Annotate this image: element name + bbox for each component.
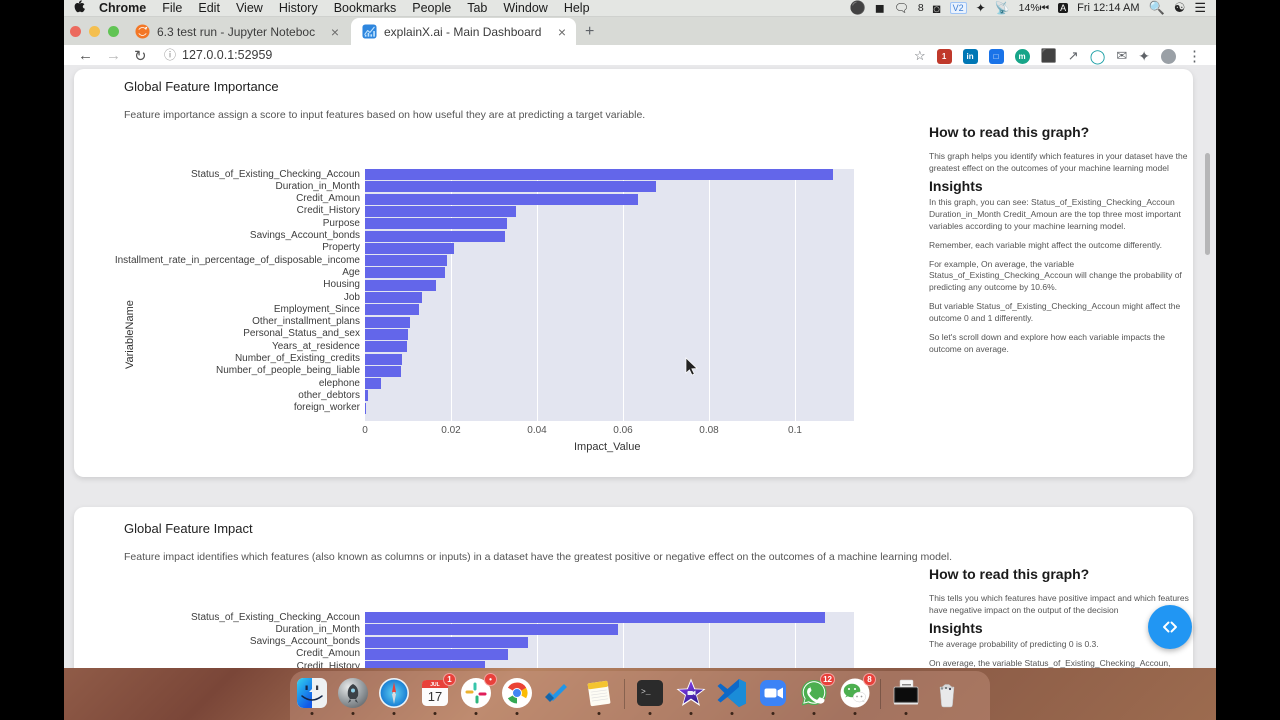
svg-text:>_: >_ [641,688,651,697]
svg-text:JUL: JUL [430,682,439,688]
svg-text:17: 17 [428,689,442,704]
